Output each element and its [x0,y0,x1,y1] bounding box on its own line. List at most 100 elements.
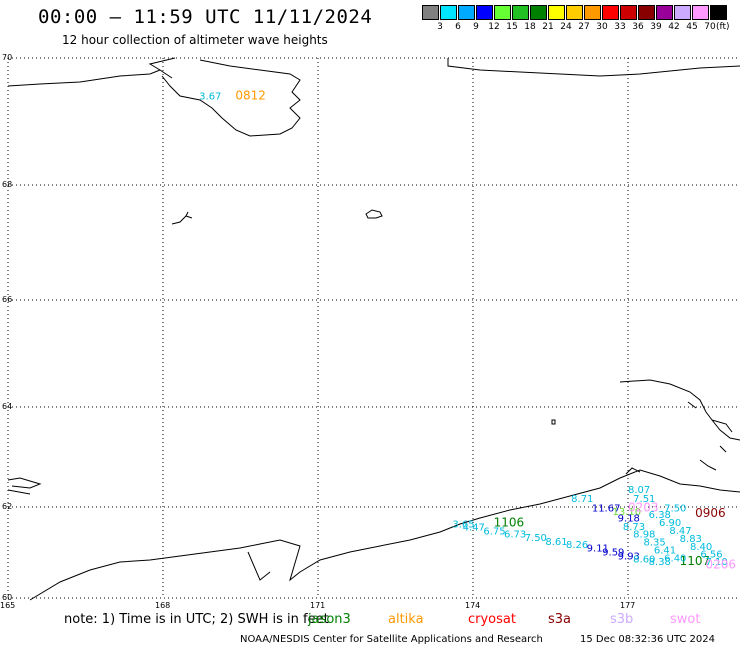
pass-time-label: 0206 [706,557,737,571]
legend-tick-label: 36 [632,22,644,32]
satellite-name: s3b [610,612,634,627]
latitude-label: 66 [2,295,13,304]
wave-height-value: 7.50 [664,504,686,515]
legend-swatch [620,5,637,20]
legend-tick-label: 39 [650,22,662,32]
wave-height-value: 6.75 [483,526,505,537]
page-title: 00:00 – 11:59 UTC 11/11/2024 [38,6,373,28]
wave-height-value: 6.56 [700,550,722,561]
wave-height-value: 7.51 [633,494,655,505]
wave-height-value: 13.10 [613,507,642,518]
wave-height-value: 8.07 [628,485,650,496]
latitude-label: 68 [2,180,13,189]
wave-height-value: 3.67 [199,91,221,102]
longitude-label: 171 [310,601,326,610]
legend-swatch [656,5,673,20]
wave-height-value: 6.73 [504,529,526,540]
longitude-label: 168 [155,601,171,610]
wave-height-value: 6.41 [654,545,676,556]
wave-height-value: 8.47 [669,526,691,537]
legend-swatch [530,5,547,20]
wave-height-value: 9.59 [602,548,624,559]
legend-swatch [674,5,691,20]
legend-tick-label: 21 [542,22,554,32]
legend-swatch [602,5,619,20]
legend-tick-label: 27 [578,22,590,32]
legend-tick-label: 6 [455,22,461,32]
wave-height-value: 7.10 [706,557,728,568]
coastline-right [619,379,740,471]
legend-tick-label: 70 [704,22,716,32]
wave-height-value: 8.38 [649,557,671,568]
coastline [7,57,740,601]
island-small-1 [365,209,383,219]
wave-height-value: 8.60 [633,555,655,566]
legend-swatch [638,5,655,20]
wave-height-value: 9.93 [618,551,640,562]
legend-tick-label: 45 [686,22,698,32]
satellite-name: swot [670,612,701,627]
wave-height-value: 6.40 [664,554,686,565]
wave-height-value: 9.11 [587,544,609,555]
wave-height-value: 3.65 [452,519,474,530]
page-subtitle: 12 hour collection of altimeter wave hei… [62,33,328,47]
legend-swatch [494,5,511,20]
wave-height-value: 8.98 [633,529,655,540]
legend-tick-label: 18 [524,22,536,32]
satellite-name: s3a [548,612,572,627]
legend-tick-label: 42 [668,22,680,32]
legend-swatch [422,5,439,20]
wave-height-value: 8.26 [566,540,588,551]
legend-swatch [458,5,475,20]
coastline-north [7,57,740,137]
wave-height-value: 8.83 [680,534,702,545]
pass-time-label: 1106 [494,516,525,530]
wave-height-value: 8.61 [545,537,567,548]
satellite-name: cryosat [468,612,516,627]
legend-swatch [476,5,493,20]
pass-time-label: 0906 [695,506,726,520]
legend-swatch [440,5,457,20]
pass-time-label: 1107 [680,554,711,568]
longitude-label: 174 [465,601,481,610]
satellite-name: altika [388,612,424,627]
coastline-south [29,467,740,601]
legend-swatch [584,5,601,20]
legend-unit: (ft) [716,22,730,32]
wave-height-value: 6.38 [649,510,671,521]
legend-swatch [512,5,529,20]
altimeter-readings: 3.67 0812 1106 3.654.476.756.73 7.50 8.618.26… [199,88,736,571]
island-small-3 [551,419,556,425]
footer-timestamp: 15 Dec 08:32:36 UTC 2024 [580,634,715,645]
latitude-label: 60 [2,593,13,602]
longitude-label: 177 [620,601,636,610]
coastline-west [7,477,42,495]
latitude-label: 62 [2,502,13,511]
wave-height-value: 6.90 [659,518,681,529]
legend-tick-label: 30 [596,22,608,32]
wave-height-value: 11.67 [592,504,621,515]
legend-tick-label: 12 [488,22,500,32]
wave-height-value: 4.47 [463,523,485,534]
wave-height-value: 8.35 [644,538,666,549]
legend-tick-label: 3 [437,22,443,32]
legend-swatch [566,5,583,20]
footer-credit: NOAA/NESDIS Center for Satellite Applica… [240,634,543,645]
satellite-name: jason3 [308,612,351,627]
legend-tick-label: 24 [560,22,572,32]
latitude-label: 64 [2,402,13,411]
legend-swatch [692,5,709,20]
legend-swatch [548,5,565,20]
pass-time-label: 0812 [235,88,266,102]
wave-height-value: 8.73 [623,522,645,533]
legend-tick-label: 33 [614,22,626,32]
legend-tick-label: 9 [473,22,479,32]
legend-swatch [710,5,727,20]
wave-height-value: 8.71 [571,494,593,505]
wave-height-value: 9.18 [618,514,640,525]
legend-tick-label: 15 [506,22,518,32]
wave-height-value: 8.40 [690,542,712,553]
latitude-label: 70 [2,53,13,62]
island-small-2 [171,211,193,225]
